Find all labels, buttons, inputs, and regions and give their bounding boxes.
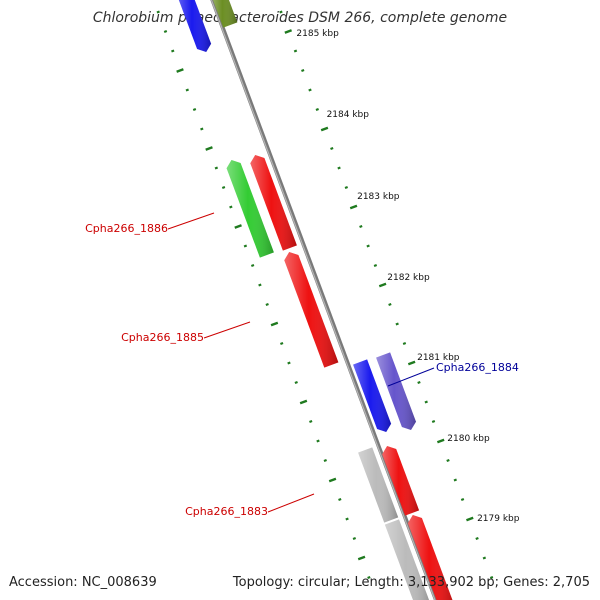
gene-feature-shading [376,352,416,430]
inner-ring-tick [200,127,204,131]
backbone-line [210,0,439,600]
gene-feature-shading [407,515,453,600]
outer-ring-tick [388,302,392,307]
outer-ring-tick [407,360,416,366]
gene-feature-shading [226,160,274,258]
outer-ring-tick [308,88,312,92]
inner-ring-tick [270,321,279,327]
inner-ring-tick [171,49,175,53]
backbone [210,0,439,600]
inner-ring-tick [287,361,291,365]
kbp-label: 2179 kbp [477,514,520,524]
inner-ring-tick [316,439,320,443]
outer-ring-tick [279,10,283,14]
outer-ring-tick [349,204,358,210]
outer-ring-tick [320,126,329,132]
inner-ring-tick [205,146,213,151]
gene-feature-shading [384,519,430,600]
outer-ring-tick [330,146,334,151]
inner-ring-tick [345,517,349,521]
outer-ring-tick [373,263,378,268]
outer-ring-tick [337,166,341,170]
backbone-highlight [210,0,436,600]
inner-ring-tick [243,244,248,248]
gene-label-cpha266_1883[interactable]: Cpha266_1883 [185,505,268,518]
inner-ring-tick [229,205,233,209]
outer-ring-tick [475,536,479,541]
gene-feature-shading [250,155,297,251]
outer-ring-tick [482,556,487,560]
outer-ring-tick [417,380,421,385]
gene-feature-shading [353,359,392,432]
inner-ring-tick [234,224,242,229]
outer-ring-tick [395,322,399,326]
gene-label-leader [387,367,435,387]
gene-feature-shading [212,0,238,28]
kbp-label: 2185 kbp [296,29,339,39]
gene-feature-shading [178,0,212,52]
genome-summary-text: Topology: circular; Length: 3,133,902 bp… [232,575,590,590]
inner-ring-tick [176,68,184,73]
inner-ring-tick [299,399,308,405]
gene-label-cpha266_1886[interactable]: Cpha266_1886 [85,222,168,235]
outer-ring-tick [466,516,474,522]
gene-feature-shading [382,446,420,516]
outer-ring-tick [344,185,349,190]
gene-feature-shading [358,447,399,523]
gene-label-leader [167,212,215,230]
accession-text: Accession: NC_008639 [9,575,157,590]
inner-ring-tick [258,283,262,287]
inner-ring-tick [294,380,298,385]
kbp-label: 2181 kbp [417,353,460,363]
outer-ring-tick [402,341,407,346]
inner-ring-tick [214,166,219,170]
gene-labels: Cpha266_1886 Cpha266_1885 Cpha266_1884 Cpha… [85,212,519,518]
kbp-label: 2183 kbp [357,192,400,202]
inner-ring-tick [328,477,337,483]
gene-label-cpha266_1885[interactable]: Cpha266_1885 [121,331,204,344]
kbp-label: 2180 kbp [447,434,490,444]
inner-ring-tick [156,10,160,14]
outer-ring-tick [453,478,457,482]
outer-ring-tick [366,244,370,248]
tick-marks [156,10,494,580]
inner-ring-tick [309,419,313,424]
outer-ring-tick [431,419,436,424]
outer-ring-tick [436,438,445,444]
outer-ring-tick [301,68,305,73]
kbp-label: 2182 kbp [387,273,430,283]
kbp-label: 2184 kbp [327,110,370,120]
gene-label-cpha266_1884[interactable]: Cpha266_1884 [436,361,519,374]
inner-ring-tick [338,497,342,502]
genes [178,0,453,600]
inner-ring-tick [250,263,255,268]
outer-ring-tick [293,49,298,53]
outer-ring-tick [378,282,387,288]
inner-ring-tick [323,458,327,463]
outer-ring-tick [359,224,363,229]
outer-ring-tick [489,575,494,580]
outer-ring-tick [446,458,450,463]
inner-ring-tick [357,555,366,561]
inner-ring-tick [221,185,226,190]
inner-ring-tick [163,29,168,34]
outer-ring-tick [284,29,293,34]
inner-ring-tick [352,536,357,541]
inner-ring-tick [185,88,189,92]
kbp-labels: 2185 kbp 2184 kbp 2183 kbp 2182 kbp 2181 kbp… [296,29,519,524]
outer-ring-tick [424,400,428,404]
gene-label-leader [203,321,251,339]
inner-ring-tick [265,302,269,307]
gene-feature-shading [284,252,339,368]
inner-ring-tick [280,341,284,346]
inner-ring-tick [367,575,371,580]
outer-ring-tick [315,107,319,112]
gene-label-leader [267,493,315,513]
outer-ring-tick [460,497,465,502]
inner-ring-tick [192,107,197,112]
